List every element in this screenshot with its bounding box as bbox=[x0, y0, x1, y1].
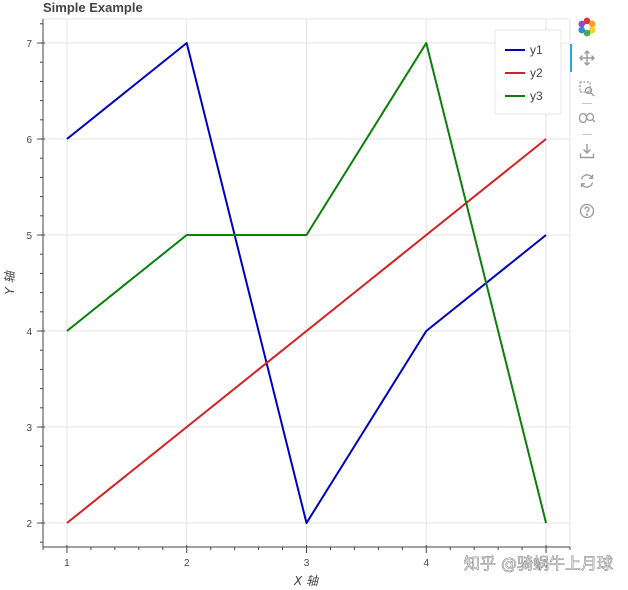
toolbar-separator bbox=[582, 103, 592, 104]
active-tool-indicator bbox=[570, 44, 572, 72]
x-tick-label: 2 bbox=[184, 558, 190, 569]
y-tick-label: 2 bbox=[26, 519, 32, 530]
legend[interactable]: y1 y2 y3 bbox=[494, 29, 562, 115]
series-line-y1 bbox=[66, 42, 547, 524]
chart-title: Simple Example bbox=[43, 0, 143, 15]
y-tick-label: 4 bbox=[26, 327, 32, 338]
help-icon[interactable] bbox=[576, 200, 598, 222]
reset-icon[interactable] bbox=[576, 170, 598, 192]
x-tick-label: 5 bbox=[543, 558, 549, 569]
axes: 1 2 3 4 5 2 3 4 5 6 7 bbox=[26, 19, 571, 569]
y-tick-label: 5 bbox=[26, 231, 32, 242]
wheel-zoom-icon[interactable] bbox=[576, 108, 598, 130]
legend-box bbox=[494, 29, 562, 115]
pan-icon[interactable] bbox=[576, 47, 598, 69]
y-tick-label: 6 bbox=[26, 135, 32, 146]
box-zoom-icon[interactable] bbox=[576, 78, 598, 100]
x-tick-label: 4 bbox=[423, 558, 429, 569]
bokeh-logo-icon[interactable] bbox=[576, 16, 598, 38]
x-tick-label: 3 bbox=[304, 558, 310, 569]
x-tick-label: 1 bbox=[64, 558, 70, 569]
legend-label-y1: y1 bbox=[530, 43, 543, 57]
save-icon[interactable] bbox=[576, 140, 598, 162]
watermark: 知乎 @骑蜗牛上月球 bbox=[464, 554, 613, 573]
grid bbox=[43, 19, 570, 547]
legend-label-y3: y3 bbox=[530, 89, 543, 103]
legend-label-y2: y2 bbox=[530, 66, 543, 80]
y-axis-label: Y 轴 bbox=[3, 269, 17, 294]
y-tick-label: 7 bbox=[26, 39, 32, 50]
y-tick-label: 3 bbox=[26, 423, 32, 434]
toolbar-separator bbox=[582, 134, 592, 135]
series-line-y3 bbox=[66, 42, 548, 524]
series-group bbox=[66, 42, 548, 524]
x-axis-label: X 轴 bbox=[293, 574, 320, 588]
